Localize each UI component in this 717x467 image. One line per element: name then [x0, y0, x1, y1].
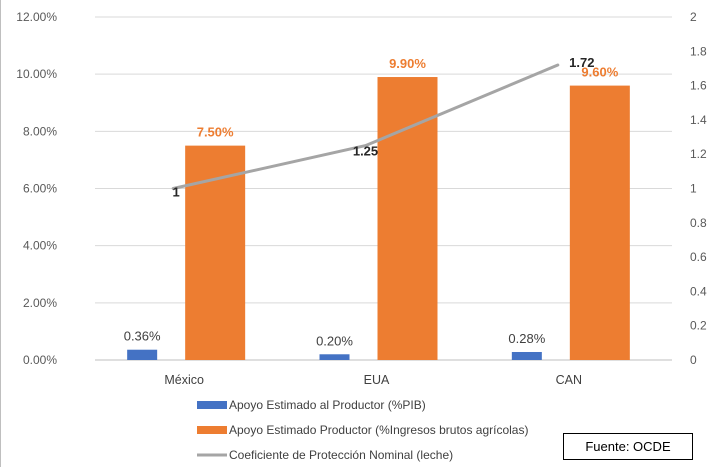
y-right-tick-label: 1.2	[690, 147, 707, 161]
bar-apoyo-pib	[511, 351, 542, 360]
data-label-apoyo-pib: 0.28%	[508, 331, 545, 346]
legend-swatch-apoyo-pib	[197, 401, 227, 409]
data-label-coeficiente: 1.25	[353, 144, 378, 159]
line-coeficiente	[171, 63, 560, 190]
y-left-tick-label: 6.00%	[23, 182, 57, 196]
y-left-tick-label: 10.00%	[16, 67, 57, 81]
y-left-tick-label: 8.00%	[23, 124, 57, 138]
data-label-apoyo-ingresos: 9.60%	[581, 65, 618, 80]
data-label-coeficiente: 1.72	[569, 55, 594, 70]
data-label-coeficiente: 1	[173, 185, 180, 200]
data-label-apoyo-ingresos: 7.50%	[197, 125, 234, 140]
data-label-apoyo-pib: 0.20%	[316, 333, 353, 348]
y-right-tick-label: 1.8	[690, 44, 707, 58]
bar-apoyo-ingresos	[569, 85, 630, 360]
legend-label-coeficiente: Coeficiente de Protección Nominal (leche…	[229, 448, 453, 462]
y-left-tick-label: 2.00%	[23, 296, 57, 310]
y-right-tick-label: 1.6	[690, 79, 707, 93]
bar-apoyo-ingresos	[185, 145, 246, 360]
x-category-label: México	[164, 373, 204, 387]
legend-swatch-apoyo-ingresos	[197, 426, 227, 434]
y-right-tick-label: 2	[690, 10, 697, 24]
y-left-tick-label: 12.00%	[16, 10, 57, 24]
y-right-tick-label: 0	[690, 353, 697, 367]
bar-apoyo-ingresos	[377, 77, 438, 361]
source-note: Fuente: OCDE	[563, 433, 693, 460]
y-left-tick-label: 0.00%	[23, 353, 57, 367]
x-category-label: EUA	[364, 373, 390, 387]
y-right-tick-label: 0.8	[690, 216, 707, 230]
bar-apoyo-pib	[127, 349, 158, 360]
frame-edge	[0, 0, 1, 467]
y-right-tick-label: 1	[690, 182, 697, 196]
legend-label-apoyo-ingresos: Apoyo Estimado Productor (%Ingresos brut…	[229, 423, 528, 437]
bar-apoyo-pib	[319, 354, 350, 360]
y-right-tick-label: 0.4	[690, 284, 707, 298]
y-right-tick-label: 1.4	[690, 113, 707, 127]
y-right-tick-label: 0.2	[690, 319, 707, 333]
data-label-apoyo-ingresos: 9.90%	[389, 56, 426, 71]
data-label-apoyo-pib: 0.36%	[124, 329, 161, 344]
y-right-tick-label: 0.6	[690, 250, 707, 264]
x-category-label: CAN	[556, 373, 582, 387]
legend-label-apoyo-pib: Apoyo Estimado al Productor (%PIB)	[229, 398, 426, 412]
y-left-tick-label: 4.00%	[23, 239, 57, 253]
